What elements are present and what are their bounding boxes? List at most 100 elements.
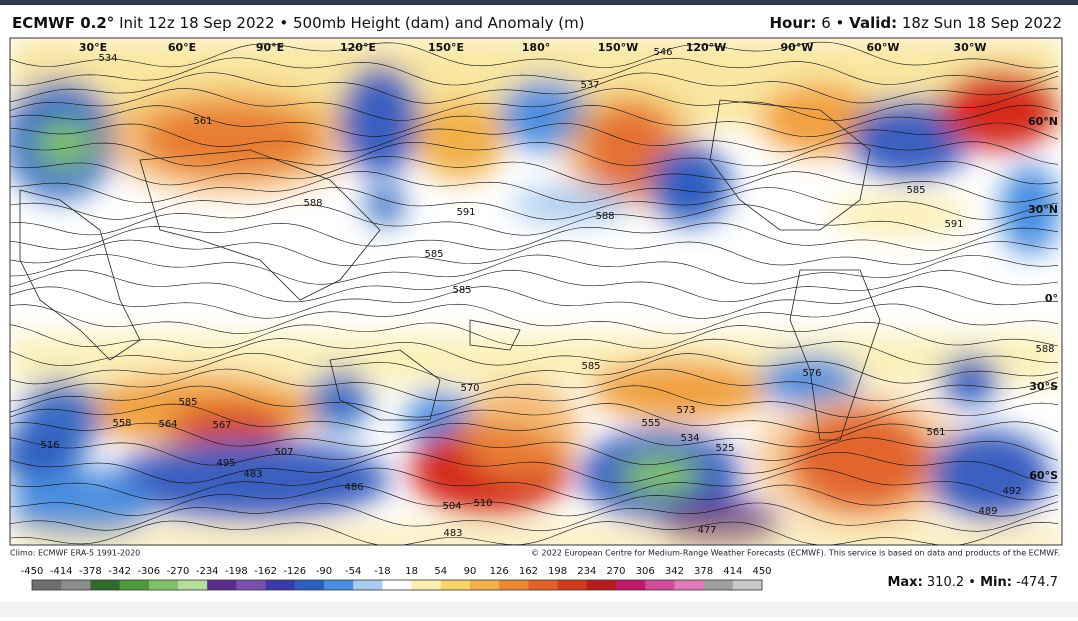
contour-label: 504	[442, 501, 461, 512]
stat-part: Min:	[980, 575, 1012, 590]
coastlines	[19, 99, 881, 441]
contour-line	[10, 467, 1059, 501]
colorbar-segment	[528, 580, 559, 590]
colorbar-tick-label: 234	[577, 566, 596, 577]
contour-label: 591	[456, 207, 475, 218]
contour-label: 489	[978, 506, 997, 517]
contour-line	[10, 41, 1059, 69]
colorbar-segment	[294, 580, 325, 590]
contour-label: 546	[653, 47, 672, 58]
contour-line	[10, 385, 1059, 418]
colorbar-tick-label: -306	[137, 566, 160, 577]
contour-label: 588	[595, 211, 614, 222]
colorbar-tick-label: 90	[464, 566, 477, 577]
contours	[10, 41, 1059, 545]
colorbar-tick-label: 270	[606, 566, 625, 577]
stat-part: 310.2	[927, 575, 964, 590]
contour-label: 573	[676, 405, 695, 416]
colorbar-segment	[732, 580, 763, 590]
colorbar-segment	[353, 580, 383, 590]
colorbar-segment	[674, 580, 705, 590]
map-frame	[9, 37, 1063, 546]
stat-part: •	[968, 575, 976, 590]
contour-line	[10, 286, 1059, 319]
colorbar-frame	[31, 579, 763, 591]
contour-label: 537	[580, 80, 599, 91]
colorbar-segment	[616, 580, 646, 590]
colorbar-tick-label: 18	[405, 566, 418, 577]
map	[10, 38, 1062, 545]
contour-label: 558	[112, 418, 131, 429]
max-min: Max: 310.2 • Min: -474.7	[887, 575, 1058, 590]
longitude-label: 60°W	[867, 41, 900, 54]
contour-line	[10, 170, 1059, 204]
contour-line	[10, 204, 1059, 236]
colorbar-segment	[32, 580, 62, 590]
contour-label: 570	[460, 383, 479, 394]
colorbar-tick-label: -342	[108, 566, 131, 577]
contour-line	[10, 303, 1059, 335]
stat-part: -474.7	[1016, 575, 1058, 590]
colorbar-tick-label: 306	[636, 566, 655, 577]
latitude-label: 60°S	[1029, 469, 1058, 482]
colorbar-segment	[557, 580, 588, 590]
contour-line	[10, 451, 1059, 484]
top-strip	[0, 0, 1078, 5]
contour-line	[10, 421, 1059, 448]
contour-line	[10, 104, 1059, 138]
bottom-strip	[0, 602, 1078, 617]
longitude-label: 120°E	[340, 41, 376, 54]
colorbar-segment	[645, 580, 675, 590]
latitude-label: 30°S	[1029, 380, 1058, 393]
colorbar-segment	[382, 580, 413, 590]
colorbar-tick-label: -414	[50, 566, 73, 577]
colorbar-tick-label: -270	[167, 566, 190, 577]
colorbar-tick-label: -54	[345, 566, 361, 577]
contour-line	[10, 254, 1059, 285]
contour-label: 483	[443, 528, 462, 539]
contour-label: 576	[802, 368, 821, 379]
longitude-label: 30°W	[954, 41, 987, 54]
colorbar-segment	[586, 580, 617, 590]
colorbar-segment	[148, 580, 179, 590]
contour-line	[10, 88, 1059, 121]
colorbar-tick-label: 198	[548, 566, 567, 577]
colorbar-segment	[411, 580, 442, 590]
colorbar-segment	[265, 580, 296, 590]
contour-label: 567	[212, 420, 231, 431]
longitude-label: 150°E	[428, 41, 464, 54]
colorbar-tick-label: 126	[490, 566, 509, 577]
contour-line	[10, 222, 1059, 251]
colorbar-tick-label: 378	[694, 566, 713, 577]
colorbar-tick-label: -18	[374, 566, 390, 577]
contour-line	[10, 502, 1059, 532]
anomaly-field	[10, 38, 1062, 545]
contour-line	[10, 72, 1059, 104]
contour-line	[10, 187, 1059, 220]
colorbar-tick-label: -162	[254, 566, 277, 577]
contour-label: 483	[243, 469, 262, 480]
contour-label: 564	[158, 419, 177, 430]
contour-label: 588	[1035, 344, 1054, 355]
contour-label: 585	[424, 249, 443, 260]
contour-label: 492	[1002, 486, 1021, 497]
contour-line	[10, 338, 1059, 367]
contour-label: 585	[452, 285, 471, 296]
colorbar-segment	[324, 580, 354, 590]
contour-label: 525	[715, 443, 734, 454]
longitude-label: 120°W	[686, 41, 727, 54]
contour-label: 561	[193, 116, 212, 127]
contour-label: 585	[178, 397, 197, 408]
contour-label: 516	[40, 440, 59, 451]
colorbar-tick-label: -378	[79, 566, 102, 577]
contour-line	[10, 402, 1059, 434]
contour-label: 588	[303, 198, 322, 209]
contour-line	[10, 484, 1059, 517]
longitude-label: 90°W	[781, 41, 814, 54]
colorbar-tick-label: 342	[665, 566, 684, 577]
longitude-label: 90°E	[256, 41, 284, 54]
colorbar-tick-label: -450	[21, 566, 44, 577]
contour-line	[10, 368, 1059, 402]
